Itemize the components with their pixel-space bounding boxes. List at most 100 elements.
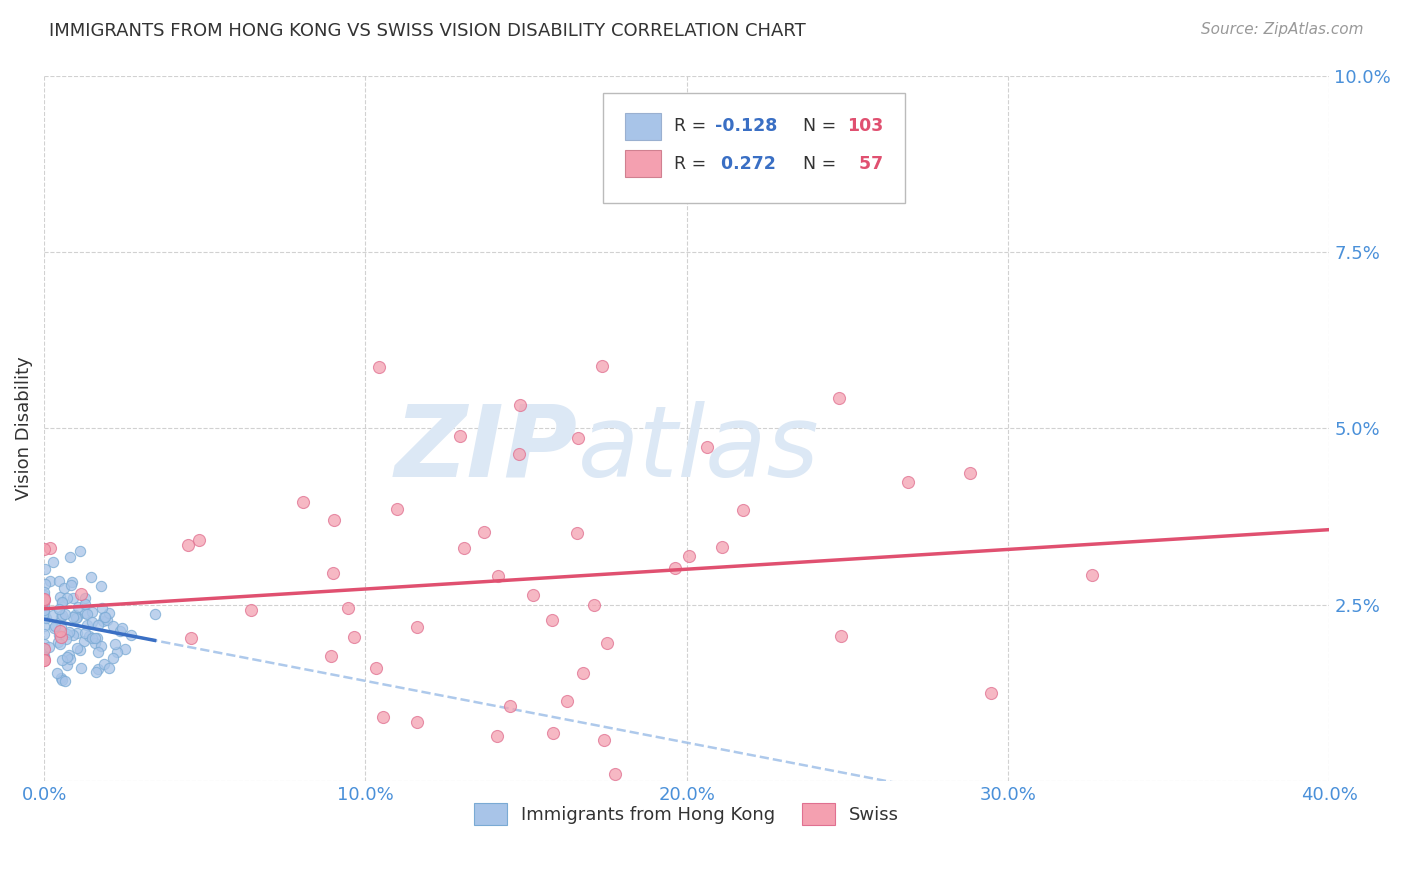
Legend: Immigrants from Hong Kong, Swiss: Immigrants from Hong Kong, Swiss <box>474 803 900 825</box>
Point <box>49 671 72 685</box>
Point <box>591 359 613 374</box>
Point <box>49 610 72 624</box>
Point <box>385 501 408 516</box>
Point <box>678 549 700 563</box>
Point <box>486 569 509 583</box>
Point <box>70 661 93 675</box>
Point <box>62 591 84 606</box>
Point <box>32 619 55 633</box>
Point <box>101 619 124 633</box>
Point <box>51 620 73 634</box>
Point <box>486 729 509 743</box>
Point <box>32 606 55 620</box>
Point <box>453 541 475 556</box>
Text: atlas: atlas <box>578 401 820 498</box>
Point <box>49 637 72 651</box>
Point <box>143 607 166 621</box>
Point <box>42 608 65 623</box>
Point <box>59 651 82 665</box>
Point <box>69 544 91 558</box>
Point <box>103 650 125 665</box>
Text: IMMIGRANTS FROM HONG KONG VS SWISS VISION DISABILITY CORRELATION CHART: IMMIGRANTS FROM HONG KONG VS SWISS VISIO… <box>49 22 806 40</box>
Text: Source: ZipAtlas.com: Source: ZipAtlas.com <box>1201 22 1364 37</box>
Point <box>34 577 56 591</box>
Point <box>322 566 344 580</box>
Point <box>62 609 84 624</box>
Point <box>319 649 342 664</box>
Point <box>32 640 55 655</box>
Point <box>51 608 73 623</box>
Point <box>52 582 75 596</box>
Text: ZIP: ZIP <box>395 401 578 498</box>
Point <box>187 533 209 548</box>
Text: 0.272: 0.272 <box>716 154 776 173</box>
Point <box>65 608 87 623</box>
Point <box>1081 568 1104 582</box>
Point <box>38 640 60 654</box>
Point <box>32 603 55 617</box>
Point <box>176 538 198 552</box>
Bar <box>626 150 661 178</box>
Point <box>104 637 127 651</box>
Point <box>58 648 80 663</box>
Point <box>87 645 110 659</box>
Point <box>32 652 55 666</box>
Point <box>41 555 63 569</box>
Point <box>980 686 1002 700</box>
Point <box>509 398 531 412</box>
Point <box>32 653 55 667</box>
Point <box>48 574 70 589</box>
Point <box>39 541 62 555</box>
Point <box>508 446 530 460</box>
Point <box>105 645 128 659</box>
Point <box>75 591 97 606</box>
Text: R =: R = <box>673 118 711 136</box>
Point <box>499 698 522 713</box>
Point <box>368 359 391 374</box>
Point <box>93 610 115 624</box>
Point <box>565 526 588 541</box>
Point <box>77 630 100 644</box>
Point <box>959 466 981 480</box>
Point <box>35 611 58 625</box>
Point <box>664 561 686 575</box>
Text: R =: R = <box>673 154 711 173</box>
Point <box>48 601 70 615</box>
Point <box>55 632 77 647</box>
Point <box>32 637 55 651</box>
Point <box>56 591 79 606</box>
Point <box>79 570 101 584</box>
Point <box>32 649 55 664</box>
Point <box>830 629 852 643</box>
Point <box>90 601 112 615</box>
Point <box>567 431 589 445</box>
Point <box>91 615 114 629</box>
Point <box>572 666 595 681</box>
Point <box>59 549 82 564</box>
Point <box>75 606 97 620</box>
Point <box>522 588 544 602</box>
Point <box>32 606 55 620</box>
Point <box>32 584 55 599</box>
Point <box>46 666 69 681</box>
Point <box>59 578 82 592</box>
Point <box>87 618 110 632</box>
Point <box>337 601 360 615</box>
Point <box>897 475 920 490</box>
Point <box>406 619 429 633</box>
Point <box>32 591 55 605</box>
Point <box>73 597 96 611</box>
Point <box>828 391 851 405</box>
Text: -0.128: -0.128 <box>716 118 778 136</box>
Point <box>240 602 263 616</box>
Point <box>605 767 627 781</box>
Point <box>49 590 72 604</box>
Point <box>120 628 142 642</box>
Point <box>83 631 105 645</box>
Point <box>472 524 495 539</box>
Point <box>80 605 103 619</box>
Point <box>65 611 87 625</box>
Point <box>108 624 131 638</box>
Point <box>114 641 136 656</box>
Point <box>32 649 55 664</box>
